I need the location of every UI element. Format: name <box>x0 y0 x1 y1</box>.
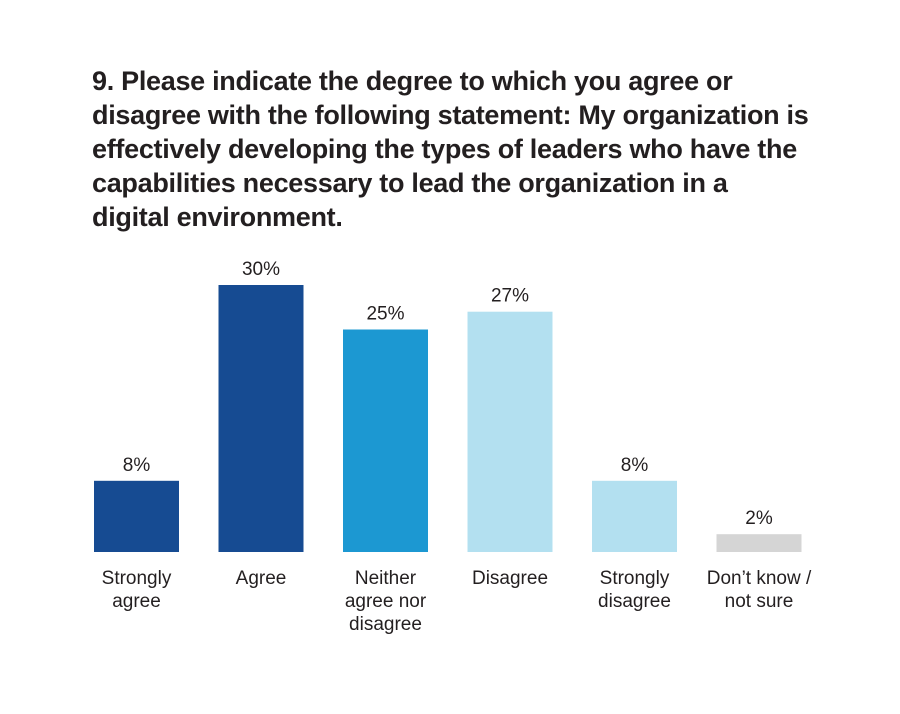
category-label-line: Neither <box>355 568 417 589</box>
category-label-line: Disagree <box>472 568 548 589</box>
category-label-2: Neither agree nor disagree <box>345 568 427 635</box>
bar-0 <box>94 480 179 552</box>
value-label-0: 8% <box>123 455 151 476</box>
category-label-line: Strongly <box>102 568 172 589</box>
category-label-4: Strongly disagree <box>598 568 671 612</box>
bars-layer <box>94 285 802 552</box>
value-label-5: 2% <box>745 508 773 529</box>
category-label-3: Disagree <box>472 568 548 589</box>
category-label-5: Don’t know / not sure <box>707 568 812 612</box>
category-label-1: Agree <box>236 568 287 589</box>
value-label-4: 8% <box>621 455 649 476</box>
category-label-line: disagree <box>349 614 422 635</box>
category-label-line: disagree <box>598 591 671 612</box>
bar-5 <box>716 534 802 552</box>
chart-title: 9. Please indicate the degree to which y… <box>92 66 809 232</box>
value-label-2: 25% <box>366 304 404 325</box>
category-label-line: Don’t know / <box>707 568 812 589</box>
bar-1 <box>218 285 304 552</box>
category-label-line: agree <box>112 591 161 612</box>
bar-3 <box>467 311 553 552</box>
category-label-line: Strongly <box>600 568 670 589</box>
category-label-line: agree nor <box>345 591 427 612</box>
category-label-0: Strongly agree <box>102 568 172 612</box>
value-labels-layer: 8% 30% 25% 27% 8% 2% <box>123 259 773 529</box>
value-label-3: 27% <box>491 286 529 307</box>
category-label-line: Agree <box>236 568 287 589</box>
value-label-1: 30% <box>242 259 280 280</box>
bar-2 <box>343 329 428 552</box>
bar-4 <box>592 480 677 552</box>
category-label-line: not sure <box>725 591 794 612</box>
